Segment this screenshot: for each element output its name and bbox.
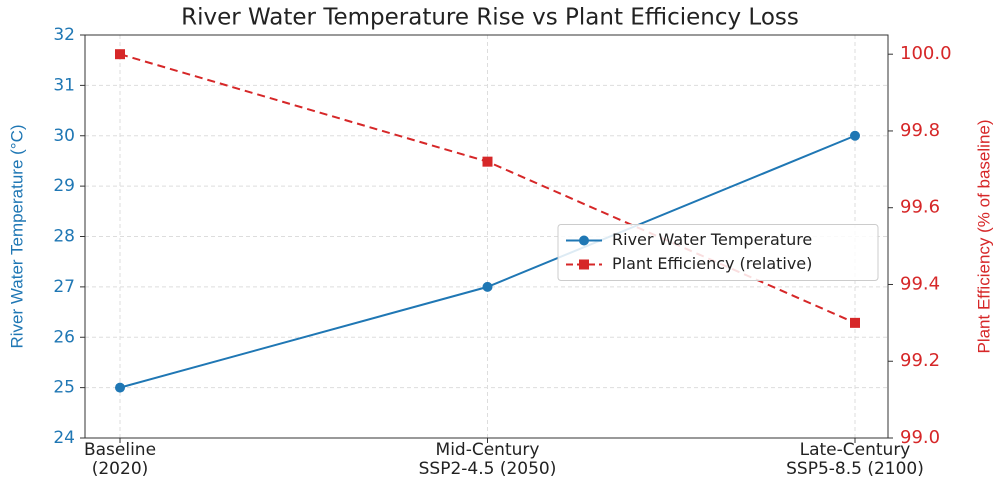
x-tick-label: Late-Century SSP5-8.5 (2100) bbox=[786, 440, 924, 479]
plot-frame bbox=[84, 34, 889, 439]
legend-box bbox=[557, 224, 879, 281]
y2-tick-label: 99.2 bbox=[900, 350, 940, 371]
y-tick-label: 32 bbox=[53, 25, 75, 45]
point bbox=[482, 281, 493, 292]
point bbox=[115, 382, 125, 393]
y-tick-label: 28 bbox=[53, 227, 75, 247]
y2-axis-label: Plant Efficiency (% of baseline) bbox=[974, 119, 993, 353]
y2-tick-label: 99.6 bbox=[900, 197, 940, 218]
y2-tick-label: 99.4 bbox=[900, 273, 940, 294]
point bbox=[482, 156, 493, 167]
y-tick-label: 31 bbox=[53, 75, 75, 95]
y-tick-label: 29 bbox=[53, 176, 75, 196]
x-tick-label: Baseline (2020) bbox=[83, 440, 157, 479]
chart-title: River Water Temperature Rise vs Plant Ef… bbox=[181, 5, 799, 31]
y-tick-label: 30 bbox=[53, 126, 75, 146]
legend-marker bbox=[579, 235, 589, 246]
y-tick-label: 24 bbox=[53, 428, 75, 448]
x-tick-label: Mid-Century SSP2-4.5 (2050) bbox=[418, 440, 557, 479]
y-axis-label: River Water Temperature (°C) bbox=[7, 124, 26, 348]
legend-label: Plant Efficiency (relative) bbox=[612, 254, 812, 273]
point bbox=[850, 317, 860, 328]
point bbox=[115, 49, 125, 60]
legend-label: River Water Temperature bbox=[612, 230, 812, 249]
y-tick-label: 25 bbox=[53, 378, 75, 398]
y-tick-label: 26 bbox=[53, 327, 75, 347]
y-tick-label: 27 bbox=[53, 277, 75, 297]
legend-marker bbox=[579, 259, 589, 270]
y2-tick-label: 99.0 bbox=[900, 427, 940, 448]
y2-tick-label: 100.0 bbox=[900, 43, 952, 64]
y2-tick-label: 99.8 bbox=[900, 120, 940, 141]
point bbox=[850, 130, 860, 141]
legend: River Water Temperature Plant Efficiency … bbox=[557, 224, 879, 281]
